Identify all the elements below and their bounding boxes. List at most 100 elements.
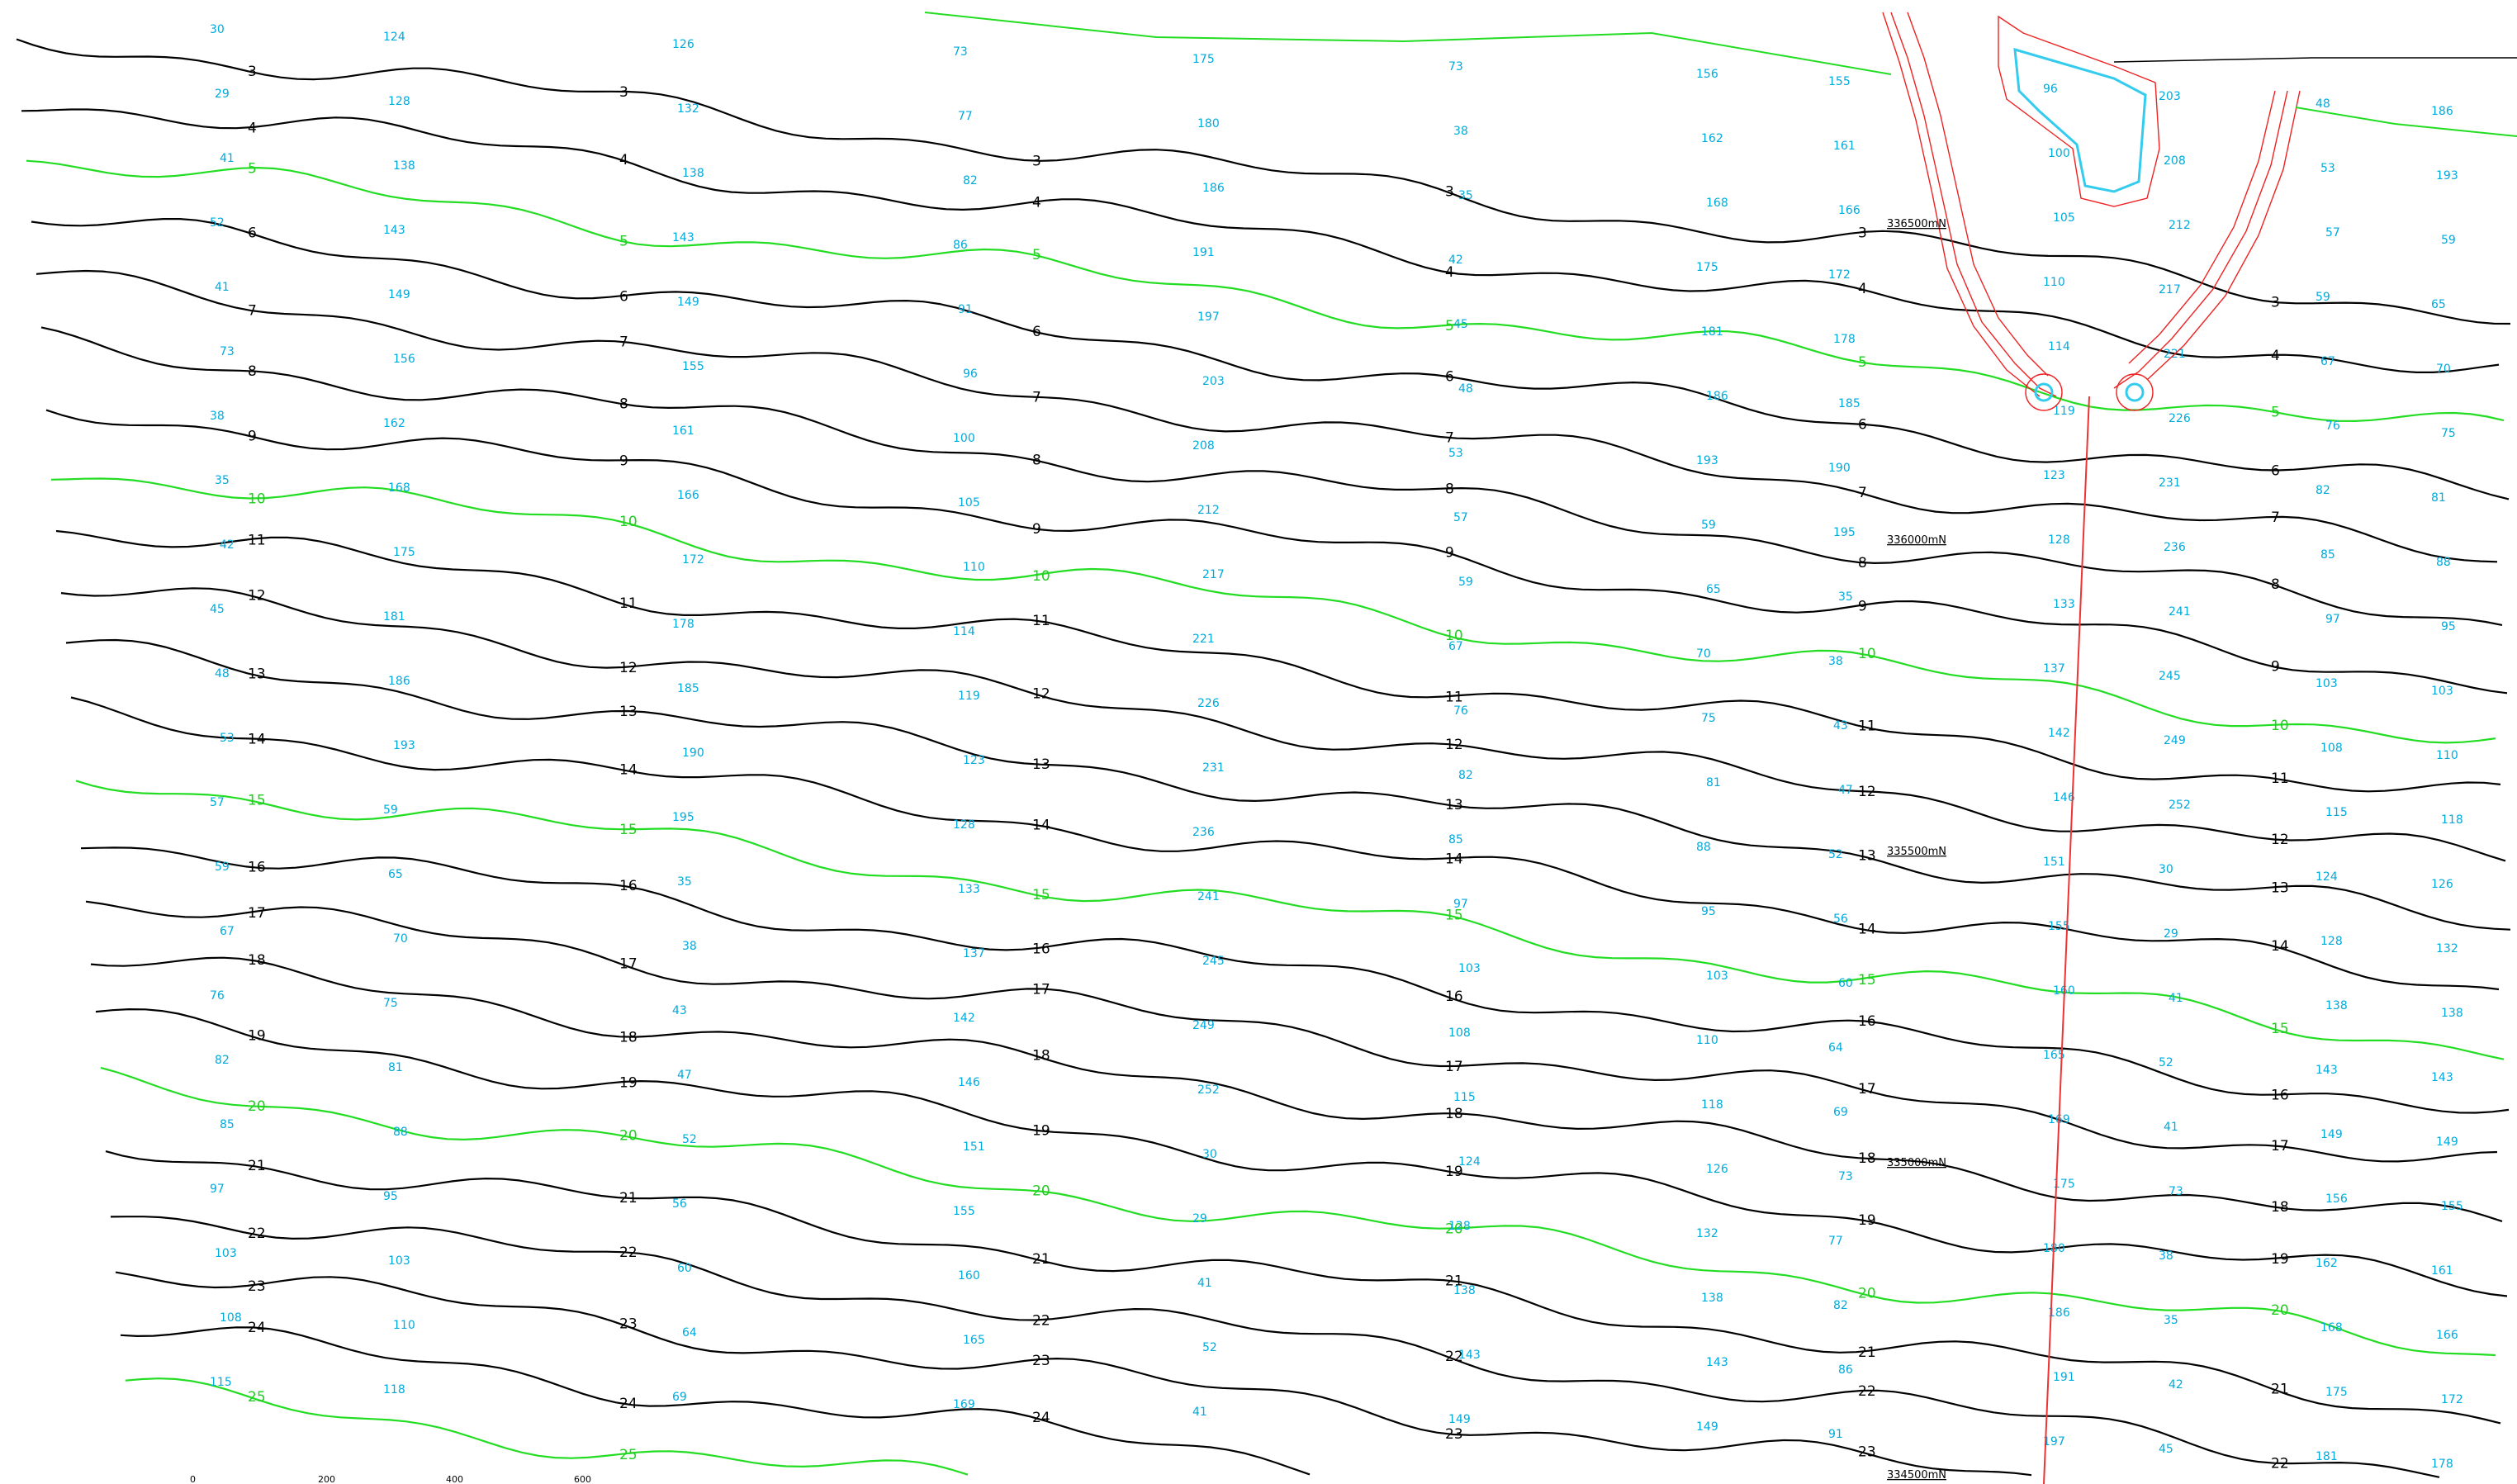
sounding-value: 212 (2169, 219, 2191, 232)
sounding-value: 57 (210, 796, 225, 809)
sounding-value: 45 (210, 603, 225, 616)
contour-label-21: 21 (2271, 1381, 2289, 1397)
contour-label-14: 14 (1445, 851, 1463, 868)
contour-label-9: 9 (1445, 544, 1454, 561)
sounding-value: 75 (2441, 427, 2456, 440)
contour-label-15: 15 (2271, 1021, 2289, 1037)
sounding-value: 76 (2325, 420, 2340, 433)
sounding-value: 47 (1838, 784, 1853, 797)
sounding-value: 48 (1458, 382, 1473, 396)
sounding-value: 155 (2048, 920, 2070, 933)
sounding-value: 124 (2316, 870, 2338, 884)
sounding-value: 162 (383, 417, 405, 430)
sounding-value: 161 (1833, 140, 1856, 153)
sounding-value: 48 (215, 667, 230, 680)
sounding-value: 41 (1197, 1277, 1212, 1290)
contour-label-20: 20 (2271, 1302, 2289, 1319)
sounding-value: 56 (672, 1197, 687, 1211)
contour-line-7 (36, 269, 2498, 563)
sounding-value: 97 (2325, 613, 2340, 626)
contour-label-16: 16 (248, 860, 266, 876)
contour-label-6: 6 (619, 289, 628, 306)
contour-label-24: 24 (619, 1396, 638, 1412)
sounding-value: 191 (2053, 1371, 2075, 1384)
sounding-value: 241 (2169, 605, 2191, 619)
contour-label-19: 19 (619, 1074, 638, 1091)
sounding-value: 35 (1458, 189, 1473, 202)
sounding-value: 110 (393, 1319, 415, 1332)
contour-label-20: 20 (1032, 1183, 1050, 1200)
sounding-value: 123 (2043, 469, 2065, 482)
sounding-value: 59 (1458, 576, 1473, 589)
sounding-value: 82 (1833, 1299, 1848, 1312)
sounding-value: 124 (383, 31, 405, 44)
sounding-value: 76 (210, 989, 225, 1003)
scale-bar-label: 200 (318, 1474, 335, 1484)
sounding-value: 105 (958, 496, 980, 510)
contour-label-4: 4 (1445, 264, 1454, 281)
sounding-value: 132 (2436, 942, 2458, 955)
sounding-value: 96 (2043, 83, 2058, 96)
sounding-value: 138 (1453, 1284, 1476, 1297)
sounding-value: 126 (1706, 1163, 1728, 1176)
sounding-value: 175 (2325, 1386, 2348, 1399)
contour-label-14: 14 (619, 762, 638, 779)
sounding-value: 65 (1706, 583, 1721, 596)
sounding-value: 95 (1701, 905, 1716, 918)
contour-label-3: 3 (619, 84, 628, 101)
sounding-value: 35 (2164, 1314, 2178, 1327)
contour-label-16: 16 (619, 878, 638, 894)
sounding-value: 143 (1458, 1349, 1481, 1362)
sounding-value: 108 (1448, 1026, 1471, 1040)
contour-line-5 (26, 159, 2505, 423)
sounding-value: 38 (1453, 125, 1468, 138)
contour-label-18: 18 (1445, 1106, 1463, 1122)
sounding-value: 178 (672, 618, 694, 631)
sounding-value: 143 (383, 224, 405, 237)
sounding-value: 138 (2441, 1007, 2463, 1020)
contour-label-3: 3 (248, 64, 257, 80)
sounding-value: 128 (1448, 1220, 1471, 1233)
contour-line-24 (120, 1326, 1311, 1476)
sounding-value: 143 (672, 231, 694, 244)
sounding-value: 64 (682, 1326, 697, 1339)
contour-label-5: 5 (619, 234, 628, 250)
sounding-value: 132 (677, 102, 699, 116)
contour-line-19 (95, 1008, 2508, 1297)
sounding-value: 175 (1192, 53, 1215, 66)
sounding-value: 185 (1838, 397, 1860, 410)
east-breakwater-outer (2113, 90, 2288, 389)
contour-label-15: 15 (1445, 908, 1463, 924)
sounding-value: 165 (2043, 1049, 2065, 1062)
sounding-value: 146 (2053, 791, 2075, 804)
contour-label-12: 12 (619, 660, 638, 676)
contour-label-21: 21 (1858, 1344, 1876, 1361)
sounding-value: 38 (682, 940, 697, 953)
scale-bar-label: 0 (190, 1474, 196, 1484)
sounding-value: 73 (2169, 1185, 2183, 1198)
contour-label-19: 19 (1445, 1164, 1463, 1180)
contour-line-22 (110, 1216, 2440, 1478)
sounding-value: 155 (682, 360, 704, 373)
contour-label-22: 22 (1445, 1349, 1463, 1365)
sounding-value: 172 (1828, 268, 1851, 282)
sounding-value: 151 (963, 1140, 985, 1154)
contour-label-10: 10 (248, 491, 266, 508)
sounding-value: 91 (1828, 1428, 1843, 1441)
sounding-value: 30 (1202, 1148, 1217, 1161)
sounding-value: 41 (215, 281, 230, 294)
contour-label-22: 22 (1032, 1313, 1050, 1330)
sounding-value: 181 (383, 610, 405, 623)
contour-label-6: 6 (1032, 324, 1041, 340)
contour-label-11: 11 (619, 595, 638, 612)
sounding-value: 162 (2316, 1257, 2338, 1270)
sounding-value: 149 (677, 296, 699, 309)
sounding-value: 29 (2164, 927, 2178, 941)
contour-label-8: 8 (1858, 555, 1867, 571)
west-roundhead (2025, 373, 2063, 411)
sounding-value: 100 (2048, 147, 2070, 160)
sounding-value: 30 (210, 23, 225, 36)
sounding-value: 77 (1828, 1235, 1843, 1248)
contour-label-23: 23 (1858, 1444, 1876, 1460)
